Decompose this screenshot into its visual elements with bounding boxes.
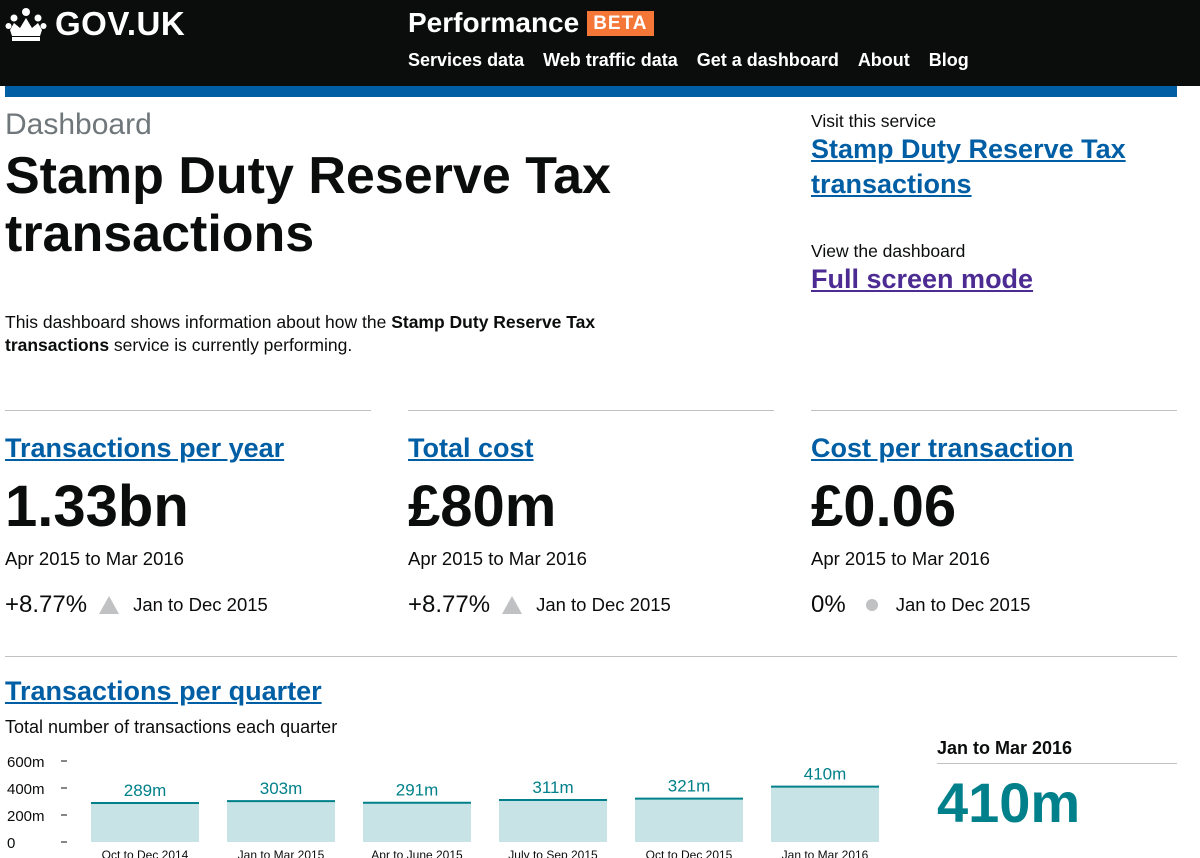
kpi-change: +8.77% Jan to Dec 2015 (408, 591, 671, 619)
x-tick-label: Jan to Mar 2016 (782, 848, 869, 858)
kpi-title-link[interactable]: Total cost (408, 433, 534, 463)
visit-service-label: Visit this service (811, 111, 937, 131)
x-tick-label: Oct to Dec 2014 (102, 848, 189, 858)
visit-service-block: Visit this service Stamp Duty Reserve Ta… (811, 110, 1181, 202)
view-dashboard-block: View the dashboard Full screen mode (811, 240, 1181, 297)
kpi-compare-period: Jan to Dec 2015 (536, 594, 671, 615)
visit-service-link[interactable]: Stamp Duty Reserve Tax transactions (811, 134, 1126, 199)
bar-value-label: 303m (260, 779, 303, 798)
intro-text-end: service is currently performing. (109, 335, 353, 355)
kpi-change-percent: +8.77% (408, 591, 491, 618)
crown-icon (5, 8, 47, 41)
intro-text: This dashboard shows information about h… (5, 311, 665, 357)
kpi-change: +8.77% Jan to Dec 2015 (5, 591, 268, 619)
bar-value-label: 289m (124, 781, 167, 800)
kpi-title-link[interactable]: Transactions per year (5, 433, 285, 463)
govuk-logo-text: GOV.UK (55, 5, 186, 42)
bar-value-label: 291m (396, 781, 439, 800)
kpi-title-link[interactable]: Cost per transaction (811, 433, 1074, 463)
kpi-value: £80m (408, 474, 557, 539)
bar[interactable] (635, 798, 743, 842)
nav-about[interactable]: About (857, 50, 910, 70)
main-nav: Services data Web traffic data Get a das… (408, 50, 969, 71)
bar-value-label: 321m (668, 777, 711, 796)
kpi-transactions-per-year: Transactions per year 1.33bn Apr 2015 to… (5, 410, 371, 640)
triangle-up-icon (502, 596, 523, 614)
bar[interactable] (227, 801, 335, 842)
kpi-value: £0.06 (811, 474, 957, 539)
header-accent-bar (5, 86, 1177, 97)
kpi-value: 1.33bn (5, 474, 189, 539)
site-header: GOV.UK Performance BETA Services data We… (0, 0, 1200, 86)
transactions-bar-chart: 0 200m 400m 600m 289m Oct to Dec 2014 303m Jan … (7, 754, 879, 858)
kpi-period: Apr 2015 to Mar 2016 (5, 548, 184, 569)
y-tick-label: 400m (7, 781, 45, 798)
bar[interactable] (91, 802, 199, 842)
beta-badge: BETA (587, 10, 654, 36)
kpi-change: 0% Jan to Dec 2015 (811, 591, 1030, 619)
kpi-change-percent: +8.77% (5, 591, 88, 618)
kpi-total-cost: Total cost £80m Apr 2015 to Mar 2016 +8.… (408, 410, 774, 640)
triangle-up-icon (99, 596, 120, 614)
transactions-per-quarter-link[interactable]: Transactions per quarter (5, 676, 322, 706)
y-tick-label: 0 (7, 835, 15, 852)
bar[interactable] (771, 786, 879, 842)
bar-value-label: 311m (532, 778, 573, 797)
page-type-label: Dashboard (5, 108, 152, 141)
intro-service-name: Stamp Duty Reserve Tax transactions (5, 312, 596, 355)
bar[interactable] (363, 802, 471, 842)
x-tick-label: Oct to Dec 2015 (646, 848, 733, 858)
nav-services-data[interactable]: Services data (408, 50, 525, 70)
chart-description: Total number of transactions each quarte… (5, 717, 338, 737)
kpi-change-percent: 0% (811, 591, 846, 618)
dot-icon (865, 599, 878, 611)
nav-web-traffic-data[interactable]: Web traffic data (543, 50, 678, 70)
view-dashboard-label: View the dashboard (811, 241, 966, 261)
full-screen-link[interactable]: Full screen mode (811, 264, 1034, 294)
intro-text-start: This dashboard shows information about h… (5, 312, 392, 332)
kpi-compare-period: Jan to Dec 2015 (895, 594, 1031, 615)
latest-value: 410m (937, 771, 1081, 834)
y-tick-label: 600m (7, 754, 45, 771)
kpi-cost-per-transaction: Cost per transaction £0.06 Apr 2015 to M… (811, 410, 1177, 640)
product-name[interactable]: Performance (408, 7, 580, 38)
x-tick-label: July to Sep 2015 (508, 848, 598, 858)
page-title: Stamp Duty Reserve Tax transactions (5, 147, 611, 263)
bar-value-label: 410m (804, 765, 847, 784)
nav-blog[interactable]: Blog (928, 50, 969, 70)
kpi-period: Apr 2015 to Mar 2016 (408, 548, 587, 569)
kpi-period: Apr 2015 to Mar 2016 (811, 548, 990, 569)
y-tick-label: 200m (7, 808, 45, 825)
kpi-compare-period: Jan to Dec 2015 (133, 594, 268, 615)
latest-quarter-summary: Jan to Mar 2016 410m (937, 738, 1177, 835)
nav-get-a-dashboard[interactable]: Get a dashboard (696, 50, 839, 70)
govuk-logo-link[interactable]: GOV.UK (5, 4, 185, 44)
x-tick-label: Jan to Mar 2015 (238, 848, 325, 858)
x-tick-label: Apr to June 2015 (371, 848, 463, 858)
section-divider (5, 656, 1177, 657)
product-title: Performance BETA (408, 7, 654, 39)
bar[interactable] (499, 800, 607, 842)
latest-period: Jan to Mar 2016 (937, 738, 1177, 764)
